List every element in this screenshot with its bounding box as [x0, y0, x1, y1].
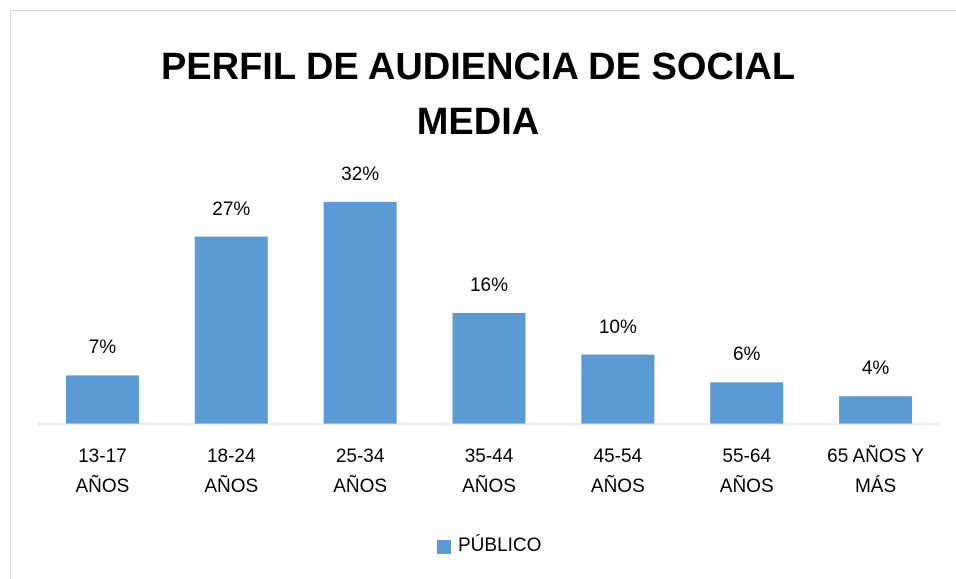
bar	[194, 236, 268, 424]
chart-border	[10, 10, 956, 579]
chart-title: PERFIL DE AUDIENCIA DE SOCIAL MEDIA	[160, 46, 796, 143]
x-tick-label: 18-24 AÑOS	[204, 446, 259, 497]
data-label: 4%	[861, 358, 890, 380]
bar	[839, 396, 913, 424]
bar	[323, 201, 397, 424]
legend-swatch	[437, 540, 451, 554]
data-label: 27%	[212, 198, 251, 220]
x-tick-label: 45-54 AÑOS	[590, 446, 645, 497]
x-tick-label: 65 AÑOS Y MÁS	[827, 446, 924, 497]
data-label: 16%	[469, 274, 509, 296]
bar	[452, 312, 526, 424]
data-label: 7%	[88, 337, 117, 359]
x-tick-label: 25-34 AÑOS	[333, 446, 388, 497]
data-label: 6%	[732, 344, 761, 366]
bar	[710, 382, 784, 424]
data-label: 32%	[341, 163, 380, 185]
bar	[581, 354, 655, 424]
data-label: 10%	[598, 316, 637, 338]
legend-label: PÚBLICO	[458, 535, 542, 556]
x-tick-label: 35-44 AÑOS	[462, 446, 516, 497]
x-tick-label: 55-64 AÑOS	[719, 446, 774, 497]
bar	[65, 375, 139, 424]
x-tick-label: 13-17 AÑOS	[75, 446, 130, 497]
